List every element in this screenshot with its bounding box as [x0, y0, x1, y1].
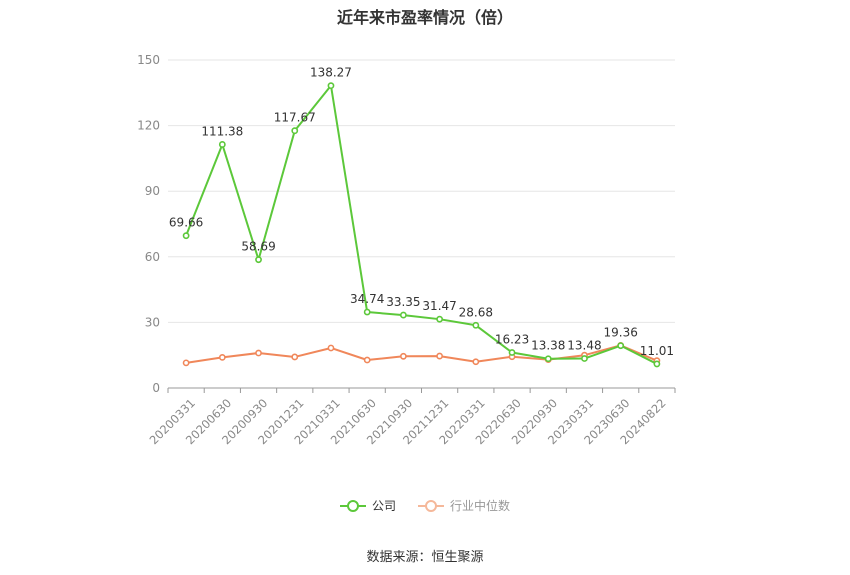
company-data-label: 16.23 [495, 333, 529, 347]
company-data-point [255, 256, 262, 264]
industry-data-point [472, 358, 480, 366]
industry-data-point [255, 349, 262, 357]
company-data-label: 138.27 [310, 66, 352, 80]
company-data-label: 58.69 [241, 240, 275, 254]
company-data-point [436, 315, 444, 323]
company-data-label: 69.66 [169, 216, 203, 230]
legend-industry-label: 行业中位数 [450, 499, 511, 513]
company-data-label: 13.48 [567, 339, 601, 353]
company-data-label: 13.38 [531, 339, 565, 353]
company-data-point [581, 355, 588, 362]
y-tick-label: 90 [145, 184, 160, 198]
y-tick-label: 150 [137, 53, 160, 67]
company-data-label: 19.36 [603, 326, 637, 340]
legend-company-label: 公司 [371, 499, 396, 513]
industry-data-point [363, 356, 371, 364]
legend-company-swatch [339, 499, 366, 513]
industry-data-point [327, 344, 335, 352]
y-tick-label: 60 [145, 250, 160, 264]
source-note: 数据来源：恒生聚源 [366, 550, 484, 565]
legend-industry-swatch [418, 499, 444, 513]
company-data-point [399, 311, 407, 319]
industry-series-line [185, 344, 658, 364]
company-data-point [544, 355, 552, 363]
y-tick-label: 0 [152, 381, 160, 395]
company-data-point [218, 141, 226, 148]
legend-item-industry[interactable]: 行业中位数 [418, 497, 510, 514]
industry-data-point [399, 352, 407, 360]
legend-item-company[interactable]: 公司 [339, 497, 396, 514]
company-data-point [653, 360, 661, 368]
company-data-point [363, 308, 371, 316]
industry-data-point [182, 359, 190, 367]
company-data-label: 34.74 [350, 292, 384, 306]
company-data-label: 111.38 [201, 124, 243, 138]
chart-legend: 公司 行业中位数 [0, 497, 850, 514]
company-data-point [617, 342, 625, 350]
company-data-point [291, 127, 299, 135]
company-data-point [182, 232, 190, 240]
company-data-label: 31.47 [422, 299, 456, 313]
y-tick-label: 120 [137, 119, 160, 133]
company-data-label: 117.67 [274, 111, 316, 125]
company-series-line [185, 84, 658, 365]
company-data-label: 11.01 [640, 344, 674, 358]
company-data-label: 33.35 [386, 295, 420, 309]
industry-data-point [436, 352, 444, 360]
industry-data-point [218, 353, 226, 361]
company-data-point [327, 82, 335, 90]
chart-title: 近年来市盈率情况（倍） [336, 8, 513, 27]
company-data-label: 28.68 [459, 305, 493, 319]
company-data-point [472, 321, 480, 329]
industry-data-point [291, 353, 299, 361]
company-data-point [508, 349, 516, 356]
y-tick-label: 30 [145, 315, 160, 329]
